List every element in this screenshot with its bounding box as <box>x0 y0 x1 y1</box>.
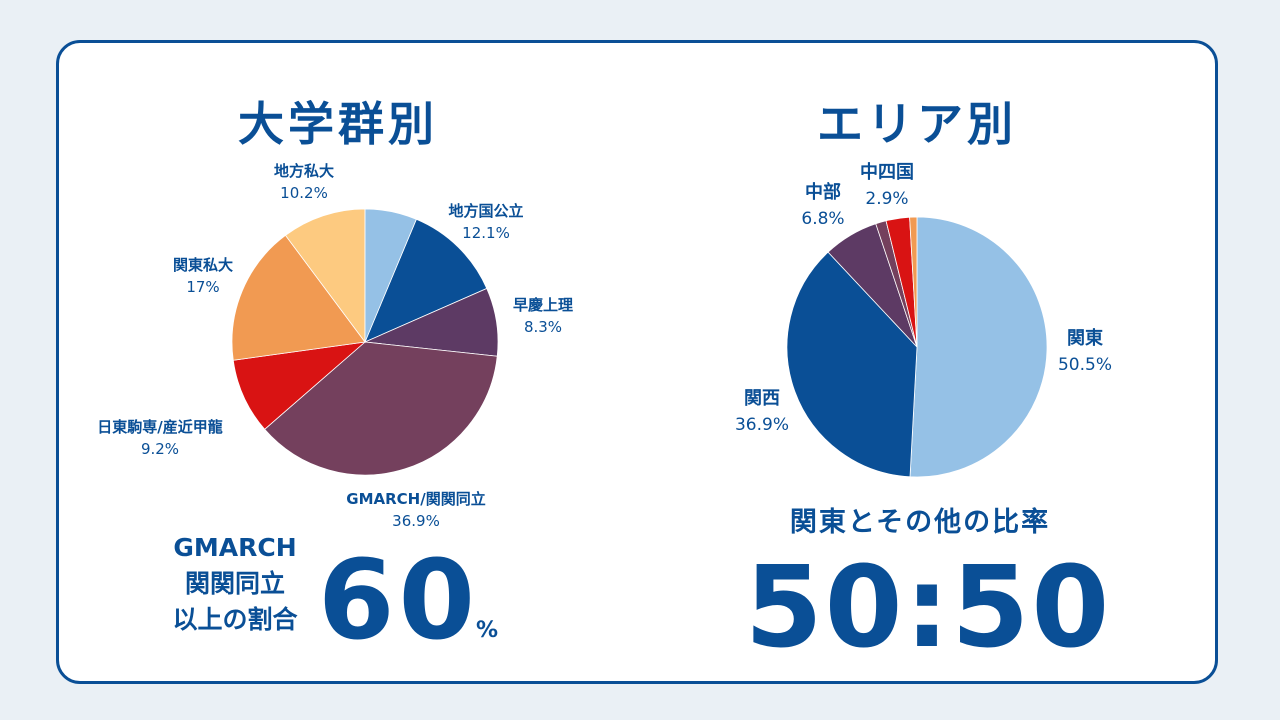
university-group-slice-0 <box>364 218 488 343</box>
university-group-slice-5 <box>284 208 366 344</box>
area-slice-0 <box>909 216 1048 478</box>
area-slice-1 <box>786 251 918 478</box>
slice-label-chiho-kokkoritsu: 地方国公立 12.1% <box>448 202 524 242</box>
slice-label-kanto-shidai: 関東私大 17% <box>172 256 234 296</box>
kanto-ratio-value: 50:50 <box>744 543 1112 673</box>
slice-label-chushikoku: 中四国 2.9% <box>860 162 914 209</box>
gmarch-ratio-value: 60 <box>318 536 480 664</box>
slice-label-nittokomasen: 日東駒専/産近甲龍 9.2% <box>97 418 223 458</box>
area-title: エリア別 <box>817 97 1017 151</box>
slice-label-sokei-jouri: 早慶上理 8.3% <box>512 296 574 336</box>
university-group-slice-2 <box>264 341 498 476</box>
gmarch-ratio-label: GMARCH 関関同立 以上の割合 <box>172 533 298 634</box>
slice-label-gmarch: GMARCH/関関同立 36.9% <box>346 490 486 530</box>
slice-label-kansai: 関西 36.9% <box>734 388 790 435</box>
kanto-ratio-label: 関東とその他の比率 <box>789 507 1051 538</box>
slice-label-chubu: 中部 6.8% <box>801 182 845 229</box>
university-group-slice-4 <box>231 234 366 361</box>
area-slice-5 <box>909 216 918 348</box>
university-group-title: 大学群別 <box>238 97 438 151</box>
slice-label-chiho-shidai: 地方私大 10.2% <box>273 162 335 202</box>
university-group-slice-6 <box>364 208 417 343</box>
gmarch-ratio-unit: % <box>476 618 499 643</box>
slice-label-kanto: 関東 50.5% <box>1057 328 1113 375</box>
